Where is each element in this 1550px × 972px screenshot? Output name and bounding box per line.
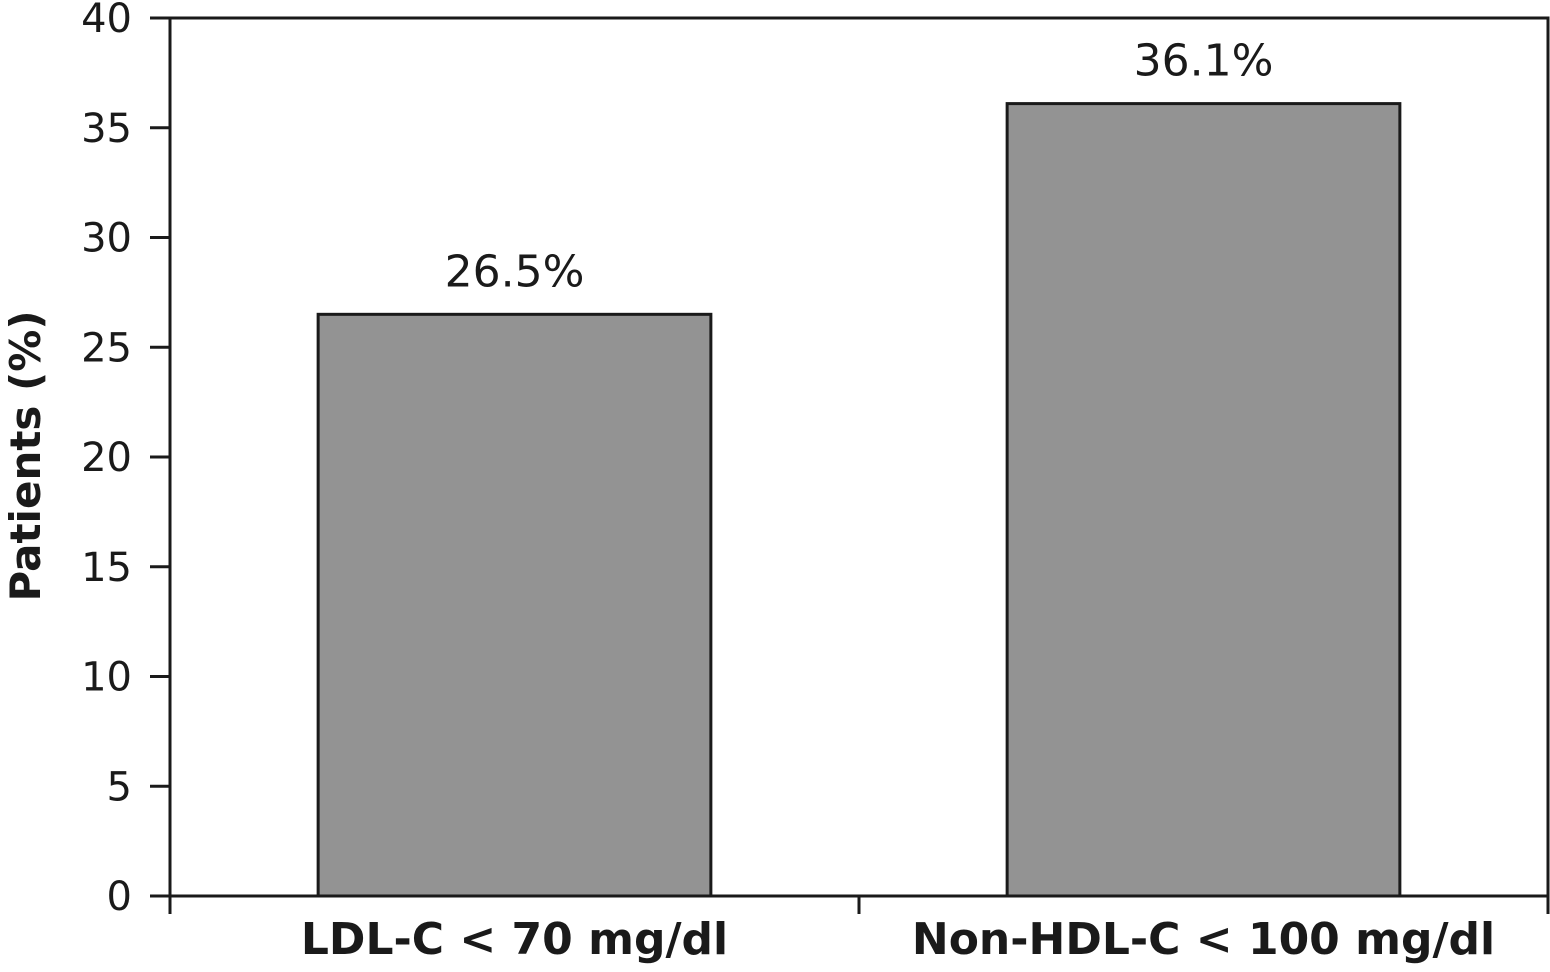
y-axis-title: Patients (%)	[1, 310, 50, 601]
bar-value-label: 26.5%	[445, 246, 585, 297]
y-tick-label: 35	[81, 106, 132, 152]
bars-group	[316, 102, 1402, 898]
y-tick-label: 0	[107, 874, 132, 920]
bar-value-label: 36.1%	[1134, 36, 1274, 87]
y-tick-label: 40	[81, 0, 132, 42]
bar	[316, 312, 713, 898]
value-labels-group: 26.5% 36.1%	[445, 36, 1274, 298]
y-tick-label: 5	[107, 764, 132, 810]
y-axis-ticks: 0 5 10 15 20 25 30 35 40	[81, 0, 170, 920]
y-tick-label: 25	[81, 325, 132, 371]
x-axis-ticks	[168, 896, 1550, 914]
y-tick-label: 10	[81, 655, 132, 701]
y-tick-label: 15	[81, 545, 132, 591]
x-category-label: Non-HDL-C < 100 mg/dl	[912, 914, 1495, 965]
category-labels-group: LDL-C < 70 mg/dl Non-HDL-C < 100 mg/dl	[301, 914, 1495, 965]
y-tick-label: 20	[81, 435, 132, 481]
bar	[1005, 102, 1402, 898]
x-category-label: LDL-C < 70 mg/dl	[301, 914, 728, 965]
y-tick-label: 30	[81, 216, 132, 262]
